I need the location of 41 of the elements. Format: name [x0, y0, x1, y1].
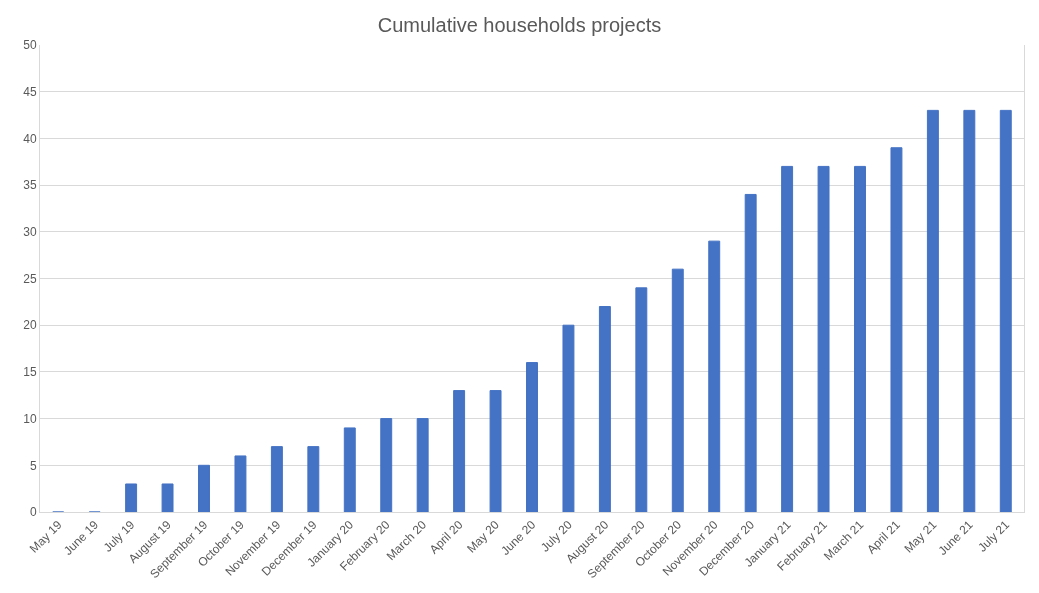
bar	[526, 362, 538, 512]
bar	[125, 483, 138, 512]
bar	[635, 287, 648, 512]
bar	[926, 109, 939, 512]
bar	[890, 147, 903, 512]
y-tick-label: 25	[23, 271, 37, 286]
bar	[708, 240, 721, 512]
bar	[270, 446, 283, 512]
x-tick-label: May 19	[26, 517, 65, 556]
y-tick-label: 45	[23, 84, 37, 99]
y-tick-label: 15	[23, 365, 37, 380]
bar	[343, 427, 356, 512]
bar	[416, 418, 429, 512]
bar	[453, 390, 466, 512]
x-tick-label: May 21	[901, 517, 940, 556]
bar	[161, 483, 174, 512]
y-tick-label: 5	[29, 458, 37, 473]
bar	[781, 165, 794, 512]
bar	[671, 268, 684, 512]
y-tick-label: 20	[23, 318, 37, 333]
bar	[234, 455, 247, 512]
y-tick-label: 30	[23, 225, 37, 239]
bar	[198, 464, 210, 512]
bar	[598, 306, 611, 512]
bar	[380, 418, 393, 512]
x-tick-label: July 21	[975, 517, 1013, 555]
bar	[963, 109, 976, 512]
bar	[999, 109, 1012, 512]
chart-title: Cumulative households projects	[377, 13, 662, 36]
y-tick-label: 0	[29, 505, 37, 520]
x-tick-label: May 20	[464, 517, 503, 556]
y-tick-label: 10	[23, 411, 37, 426]
bar	[562, 324, 575, 512]
y-tick-label: 50	[23, 38, 37, 53]
y-tick-label: 40	[23, 131, 37, 146]
bar	[817, 165, 830, 512]
y-tick-label: 35	[23, 178, 37, 193]
bar	[854, 165, 866, 512]
bar	[744, 193, 757, 512]
bar	[307, 446, 320, 512]
bar	[489, 390, 502, 512]
